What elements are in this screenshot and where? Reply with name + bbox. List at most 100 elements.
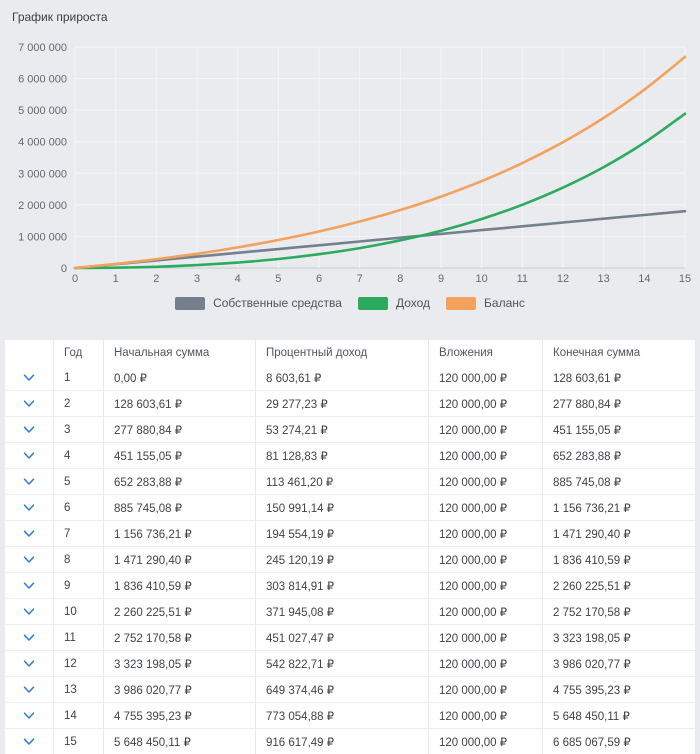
- table-cell: 3 323 198,05 ₽: [103, 651, 255, 676]
- expand-row-button[interactable]: [5, 677, 53, 702]
- table-cell: 1 156 736,21 ₽: [542, 495, 695, 520]
- chevron-down-icon: [23, 659, 35, 667]
- chevron-down-icon: [23, 425, 35, 433]
- income-swatch-icon: [357, 296, 388, 310]
- legend-label-income: Доход: [395, 296, 431, 310]
- table-cell: 120 000,00 ₽: [428, 573, 542, 598]
- own-funds-swatch-icon: [175, 296, 206, 310]
- x-tick-label: 6: [316, 273, 322, 285]
- expand-row-button[interactable]: [5, 443, 53, 468]
- chevron-down-icon: [23, 737, 35, 745]
- table-cell: 3 986 020,77 ₽: [542, 651, 695, 676]
- x-tick-label: 0: [72, 273, 78, 285]
- chevron-down-icon: [23, 581, 35, 589]
- expand-row-button[interactable]: [5, 573, 53, 598]
- table-row: 3 277 880,84 ₽53 274,21 ₽120 000,00 ₽451 …: [5, 416, 695, 442]
- table-row: 15 5 648 450,11 ₽916 617,49 ₽120 000,00 ₽…: [5, 728, 695, 754]
- table-cell: 1 471 290,40 ₽: [542, 521, 695, 546]
- table-cell: 5 648 450,11 ₽: [542, 703, 695, 728]
- x-tick-label: 2: [153, 273, 159, 285]
- x-tick-label: 3: [194, 273, 200, 285]
- chevron-down-icon: [23, 529, 35, 537]
- table-cell: 5 648 450,11 ₽: [103, 729, 255, 754]
- legend-label-own-funds: Собственные средства: [213, 296, 342, 310]
- y-tick-label: 2 000 000: [18, 200, 67, 212]
- column-header: Год: [53, 340, 103, 365]
- table-cell: 8 603,61 ₽: [255, 365, 428, 390]
- chevron-down-icon: [23, 477, 35, 485]
- y-tick-label: 7 000 000: [18, 42, 67, 54]
- expand-row-button[interactable]: [5, 391, 53, 416]
- table-cell: 451 155,05 ₽: [103, 443, 255, 468]
- table-cell: 29 277,23 ₽: [255, 391, 428, 416]
- expand-row-button[interactable]: [5, 469, 53, 494]
- table-cell: 2 260 225,51 ₽: [103, 599, 255, 624]
- table-cell: 53 274,21 ₽: [255, 417, 428, 442]
- x-tick-label: 5: [275, 273, 281, 285]
- table-cell: 8: [53, 547, 103, 572]
- table-cell: 13: [53, 677, 103, 702]
- table-cell: 12: [53, 651, 103, 676]
- expand-row-button[interactable]: [5, 651, 53, 676]
- legend-item-income[interactable]: Доход: [357, 296, 431, 310]
- table-cell: 2 752 170,58 ₽: [103, 625, 255, 650]
- expand-row-button[interactable]: [5, 703, 53, 728]
- table-cell: 1 471 290,40 ₽: [103, 547, 255, 572]
- x-tick-label: 12: [557, 273, 569, 285]
- table-cell: 2: [53, 391, 103, 416]
- table-cell: 652 283,88 ₽: [103, 469, 255, 494]
- table-cell: 542 822,71 ₽: [255, 651, 428, 676]
- table-cell: 303 814,91 ₽: [255, 573, 428, 598]
- table-cell: 113 461,20 ₽: [255, 469, 428, 494]
- table-cell: 916 617,49 ₽: [255, 729, 428, 754]
- table-cell: 649 374,46 ₽: [255, 677, 428, 702]
- x-tick-label: 15: [679, 273, 691, 285]
- table-cell: 885 745,08 ₽: [542, 469, 695, 494]
- table-body: 1 0,00 ₽8 603,61 ₽120 000,00 ₽128 603,61 …: [5, 365, 695, 754]
- expand-row-button[interactable]: [5, 495, 53, 520]
- x-tick-label: 7: [357, 273, 363, 285]
- column-header: Процентный доход: [255, 340, 428, 365]
- table-row: 5 652 283,88 ₽113 461,20 ₽120 000,00 ₽885…: [5, 468, 695, 494]
- chevron-down-icon: [23, 373, 35, 381]
- series-line: [73, 112, 687, 270]
- table-row: 2 128 603,61 ₽29 277,23 ₽120 000,00 ₽277 …: [5, 390, 695, 416]
- table-cell: 371 945,08 ₽: [255, 599, 428, 624]
- legend-item-balance[interactable]: Баланс: [446, 296, 525, 310]
- table-cell: 9: [53, 573, 103, 598]
- expand-row-button[interactable]: [5, 599, 53, 624]
- header-cell-expand: [5, 340, 53, 365]
- table-cell: 2 260 225,51 ₽: [542, 573, 695, 598]
- table-cell: 885 745,08 ₽: [103, 495, 255, 520]
- expand-row-button[interactable]: [5, 365, 53, 390]
- table-cell: 120 000,00 ₽: [428, 625, 542, 650]
- balance-swatch-icon: [446, 296, 477, 310]
- x-tick-label: 13: [598, 273, 610, 285]
- column-header: Вложения: [428, 340, 542, 365]
- expand-row-button[interactable]: [5, 625, 53, 650]
- table-cell: 2 752 170,58 ₽: [542, 599, 695, 624]
- expand-row-button[interactable]: [5, 729, 53, 754]
- column-header: Начальная сумма: [103, 340, 255, 365]
- expand-row-button[interactable]: [5, 521, 53, 546]
- chart-legend: Собственные средства Доход Баланс: [0, 295, 700, 311]
- table-cell: 1 836 410,59 ₽: [103, 573, 255, 598]
- x-tick-label: 4: [235, 273, 241, 285]
- table-row: 13 3 986 020,77 ₽649 374,46 ₽120 000,00 ₽…: [5, 676, 695, 702]
- x-tick-label: 11: [517, 273, 528, 285]
- table-cell: 5: [53, 469, 103, 494]
- chevron-down-icon: [23, 711, 35, 719]
- table-cell: 120 000,00 ₽: [428, 495, 542, 520]
- y-tick-label: 1 000 000: [18, 231, 67, 243]
- legend-item-own-funds[interactable]: Собственные средства: [175, 296, 342, 310]
- chevron-down-icon: [23, 555, 35, 563]
- table-row: 14 4 755 395,23 ₽773 054,88 ₽120 000,00 ₽…: [5, 702, 695, 728]
- expand-row-button[interactable]: [5, 417, 53, 442]
- table-row: 6 885 745,08 ₽150 991,14 ₽120 000,00 ₽1 1…: [5, 494, 695, 520]
- table-cell: 11: [53, 625, 103, 650]
- expand-row-button[interactable]: [5, 547, 53, 572]
- table-cell: 3: [53, 417, 103, 442]
